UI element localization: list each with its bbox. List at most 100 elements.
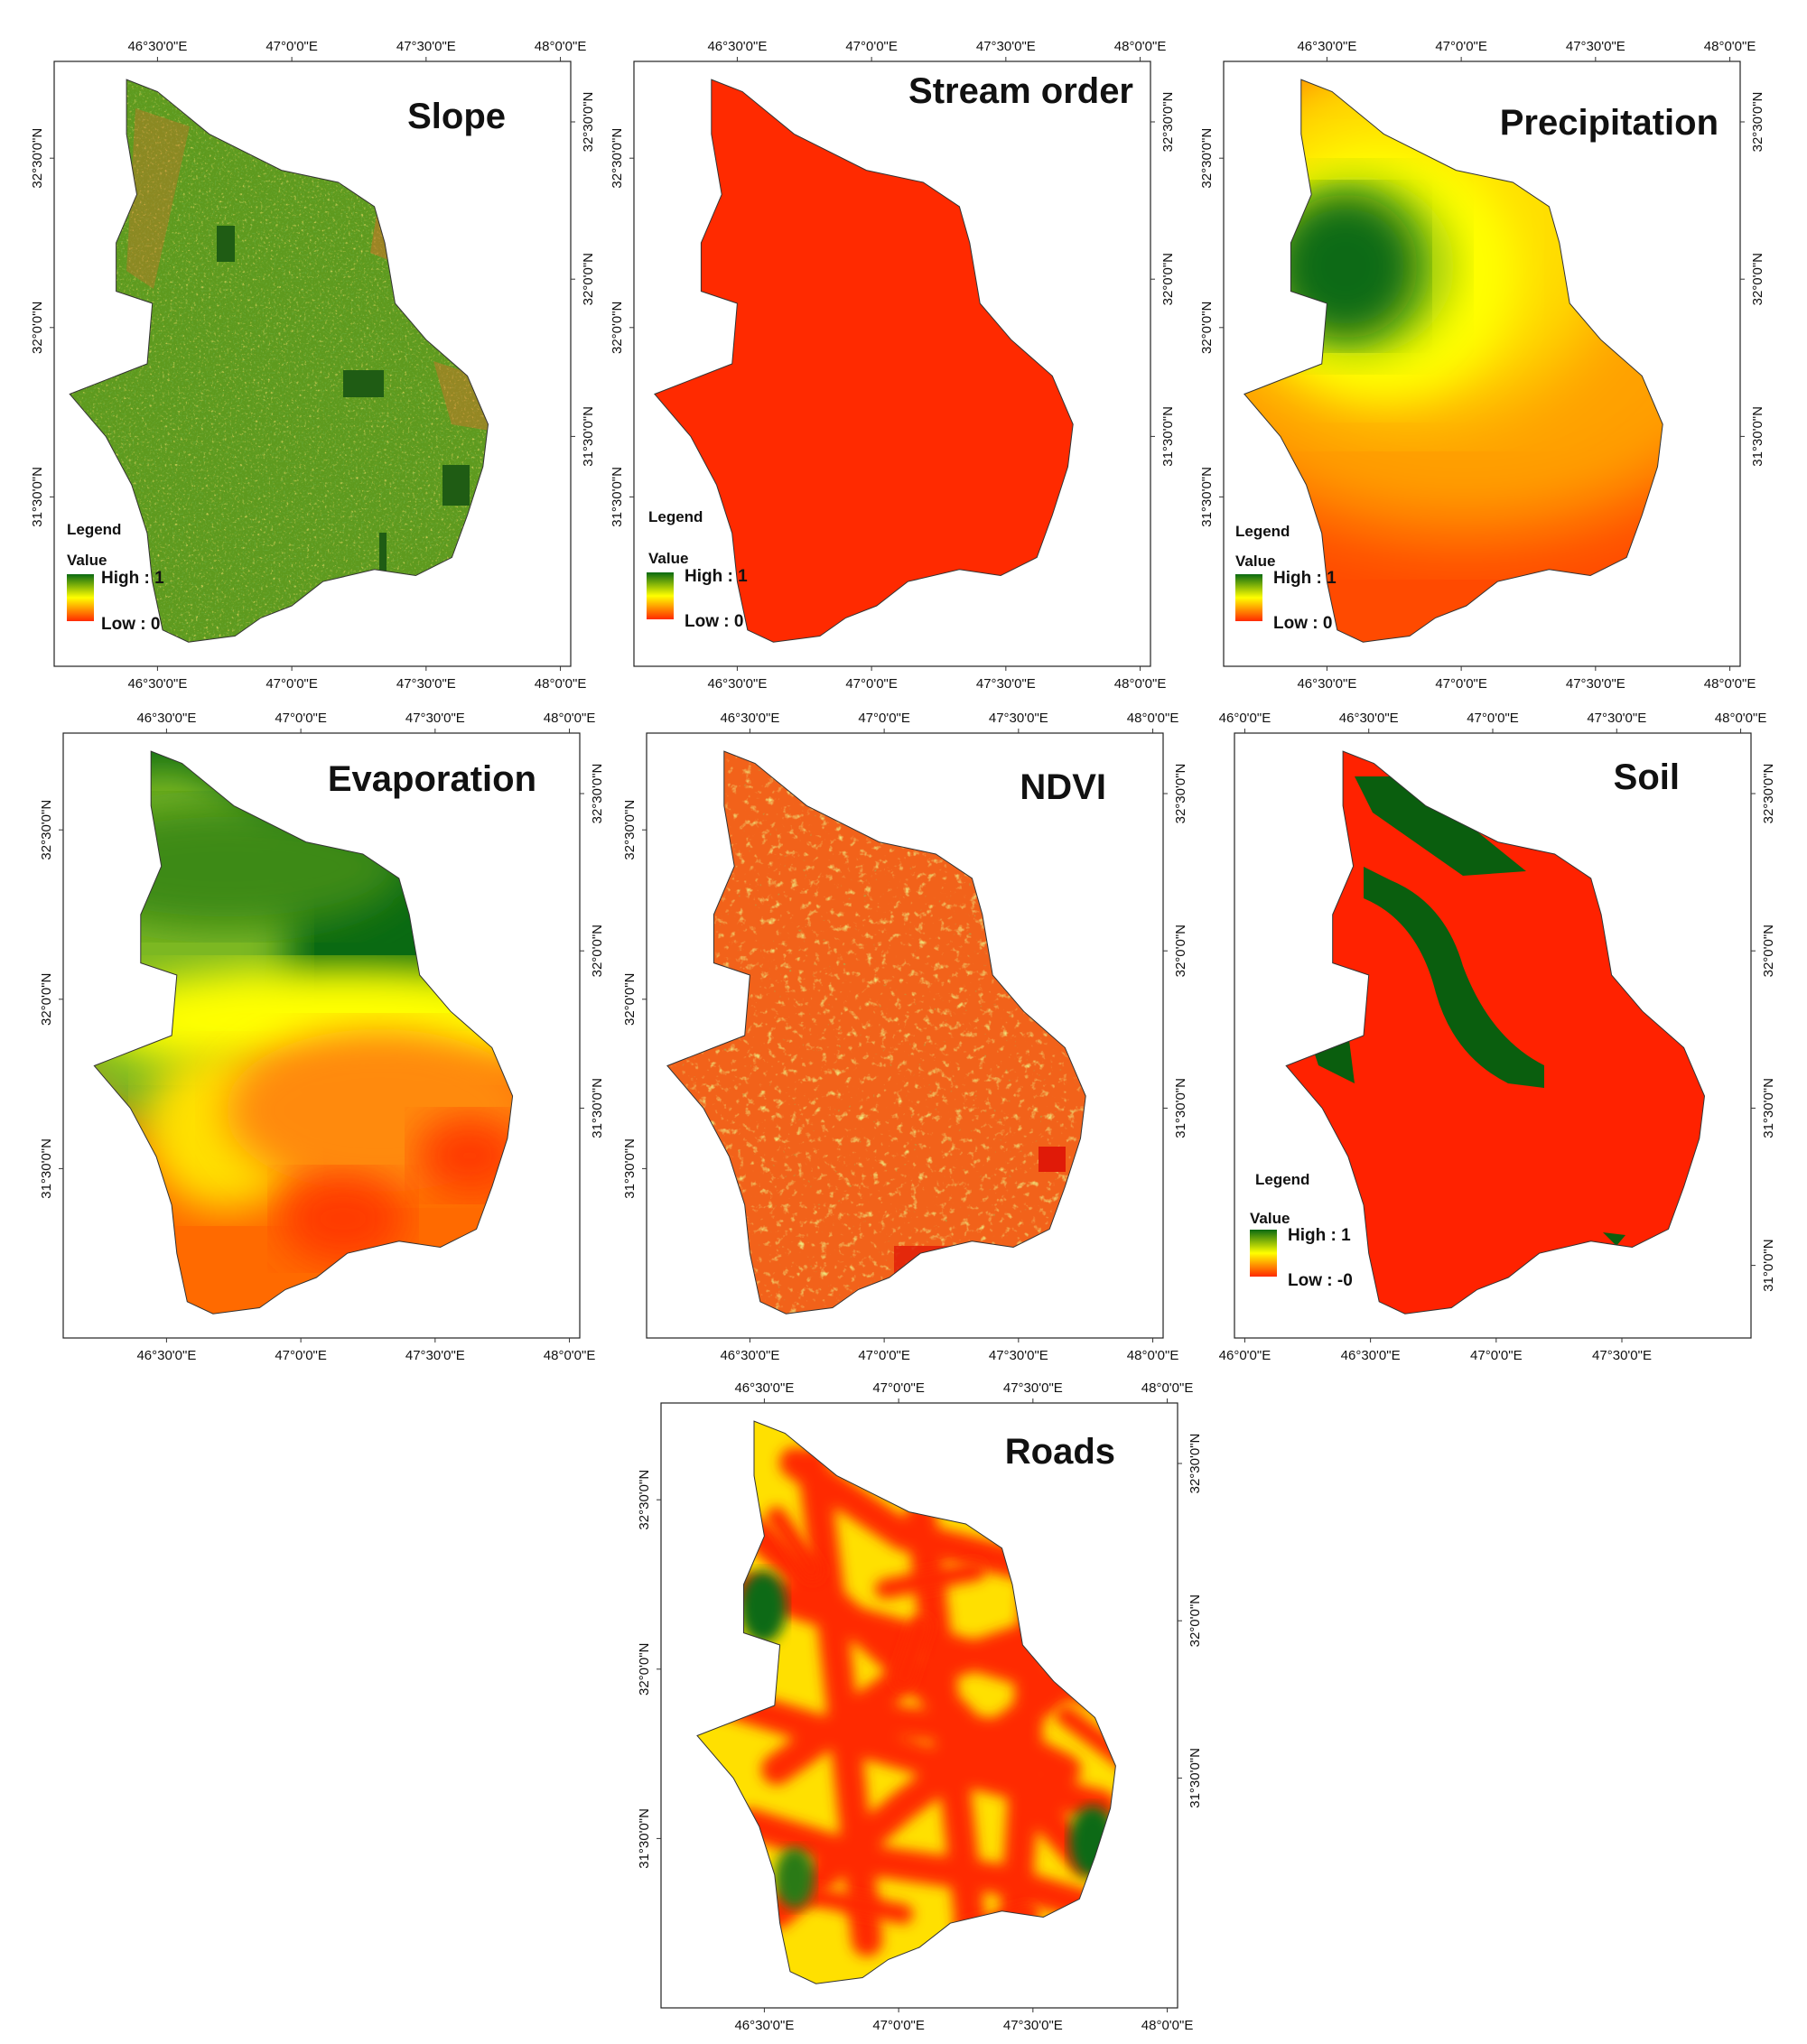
axis-ticks: 46°0'0"E 46°30'0"E 47°0'0"E 47°30'0"E 48°0'0… bbox=[1219, 711, 1776, 1363]
lon-tick-label-top: 47°30'0"E bbox=[1587, 711, 1646, 726]
map-title: Stream order bbox=[908, 71, 1133, 111]
map-title: Roads bbox=[1005, 1432, 1115, 1472]
lon-tick-label-bottom: 46°30'0"E bbox=[707, 676, 767, 692]
map-raster-soil bbox=[1286, 751, 1705, 1315]
lon-tick-label-bottom: 46°30'0"E bbox=[720, 1348, 779, 1363]
legend-high-label: High : 1 bbox=[685, 567, 748, 586]
lon-tick-label-bottom: 47°30'0"E bbox=[1592, 1348, 1652, 1363]
map-frame bbox=[62, 732, 581, 1339]
lon-tick-label-top: 47°0'0"E bbox=[265, 39, 318, 54]
lat-tick-label-right: 32°30'0"N bbox=[1160, 92, 1176, 153]
region-outline bbox=[93, 750, 514, 1315]
lat-tick-label-left: 32°30'0"N bbox=[622, 800, 638, 860]
region-outline bbox=[1285, 750, 1706, 1315]
lat-tick-label-left: 32°0'0"N bbox=[30, 302, 45, 354]
legend-value-label: Value bbox=[1235, 553, 1275, 570]
lon-tick-label-bottom: 48°0'0"E bbox=[535, 676, 587, 692]
lon-tick-label-top: 48°0'0"E bbox=[1141, 1380, 1194, 1396]
lat-tick-label-right: 32°30'0"N bbox=[1750, 92, 1765, 153]
lon-tick-label-top: 47°30'0"E bbox=[405, 711, 465, 726]
lon-tick-label-bottom: 46°0'0"E bbox=[1219, 1348, 1271, 1363]
map-frame bbox=[1223, 60, 1741, 667]
legend-low-label: Low : -0 bbox=[1288, 1271, 1353, 1290]
lat-tick-label-right: 31°0'0"N bbox=[1761, 1239, 1776, 1291]
lat-tick-label-right: 32°0'0"N bbox=[581, 253, 596, 305]
map-raster-evaporation bbox=[94, 751, 513, 1315]
lat-tick-label-right: 32°0'0"N bbox=[1761, 924, 1776, 977]
map-frame bbox=[646, 732, 1164, 1339]
legend: Legend Value High : 1 Low : 0 bbox=[647, 508, 748, 631]
lon-tick-label-bottom: 47°0'0"E bbox=[858, 1348, 910, 1363]
lat-tick-label-right: 32°30'0"N bbox=[1188, 1434, 1203, 1494]
legend-high-label: High : 1 bbox=[1288, 1226, 1351, 1245]
lat-tick-label-left: 32°30'0"N bbox=[610, 128, 625, 189]
lon-tick-label-top: 46°30'0"E bbox=[136, 711, 196, 726]
lon-tick-label-bottom: 48°0'0"E bbox=[1704, 676, 1756, 692]
axis-ticks: 46°30'0"E 47°0'0"E 47°30'0"E 48°0'0"E 46°30'… bbox=[39, 711, 605, 1363]
lat-tick-label-left: 32°0'0"N bbox=[39, 973, 54, 1026]
legend: Legend Value High : 1 Low : 0 bbox=[1235, 523, 1337, 633]
lat-tick-label-left: 31°30'0"N bbox=[30, 467, 45, 527]
lon-tick-label-bottom: 47°30'0"E bbox=[1003, 2018, 1063, 2033]
lon-tick-label-bottom: 46°30'0"E bbox=[1341, 1348, 1401, 1363]
panel-roads: Roads 46°30'0"E 47°0'0"E 47°30'0"E 48°0'0"E… bbox=[637, 1380, 1203, 2033]
lon-tick-label-bottom: 47°0'0"E bbox=[1470, 1348, 1523, 1363]
panel-stream-order: Stream order Legend Value High : 1 Low :… bbox=[610, 39, 1176, 692]
legend: Legend Value High : 1 Low : -0 bbox=[1250, 1171, 1353, 1290]
lon-tick-label-top: 48°0'0"E bbox=[1127, 711, 1179, 726]
region-outline bbox=[654, 79, 1074, 643]
lat-tick-label-right: 32°0'0"N bbox=[1173, 924, 1188, 977]
map-title: Evaporation bbox=[328, 759, 536, 799]
lon-tick-label-top: 46°30'0"E bbox=[707, 39, 767, 54]
lon-tick-label-top: 47°30'0"E bbox=[396, 39, 456, 54]
legend-heading: Legend bbox=[1235, 523, 1290, 540]
lat-tick-label-left: 32°30'0"N bbox=[39, 800, 54, 860]
lon-tick-label-top: 46°30'0"E bbox=[720, 711, 779, 726]
lat-tick-label-left: 31°30'0"N bbox=[622, 1138, 638, 1199]
lat-tick-label-right: 32°0'0"N bbox=[1188, 1594, 1203, 1647]
legend-low-label: Low : 0 bbox=[101, 615, 160, 634]
lat-tick-label-right: 31°30'0"N bbox=[581, 406, 596, 467]
lon-tick-label-bottom: 46°30'0"E bbox=[734, 2018, 794, 2033]
lon-tick-label-top: 46°30'0"E bbox=[1297, 39, 1356, 54]
lon-tick-label-bottom: 47°0'0"E bbox=[275, 1348, 327, 1363]
panel-soil: Soil Legend Value High : 1 Low : -0 46°0… bbox=[1219, 711, 1776, 1363]
lon-tick-label-bottom: 47°30'0"E bbox=[396, 676, 456, 692]
lon-tick-label-top: 47°30'0"E bbox=[1566, 39, 1625, 54]
lon-tick-label-bottom: 48°0'0"E bbox=[1114, 676, 1167, 692]
lat-tick-label-left: 32°30'0"N bbox=[637, 1470, 652, 1530]
map-title: Precipitation bbox=[1500, 103, 1719, 143]
lat-tick-label-left: 32°0'0"N bbox=[622, 973, 638, 1026]
lat-tick-label-right: 31°30'0"N bbox=[590, 1078, 605, 1138]
lon-tick-label-bottom: 47°0'0"E bbox=[872, 2018, 925, 2033]
legend-high-label: High : 1 bbox=[101, 569, 164, 588]
lon-tick-label-bottom: 47°30'0"E bbox=[989, 1348, 1048, 1363]
panel-slope: Slope Legend Value High : 1 Low : 0 46°3… bbox=[30, 39, 596, 692]
lat-tick-label-left: 32°0'0"N bbox=[637, 1643, 652, 1696]
lon-tick-label-top: 47°0'0"E bbox=[872, 1380, 925, 1396]
legend: Legend Value High : 1 Low : 0 bbox=[67, 521, 164, 634]
lat-tick-label-left: 32°0'0"N bbox=[1199, 302, 1215, 354]
map-frame bbox=[633, 60, 1151, 667]
axis-ticks: 46°30'0"E 47°0'0"E 47°30'0"E 48°0'0"E 46°30'… bbox=[622, 711, 1188, 1363]
legend-heading: Legend bbox=[67, 521, 121, 538]
lat-tick-label-left: 31°30'0"N bbox=[637, 1808, 652, 1869]
lon-tick-label-top: 48°0'0"E bbox=[1715, 711, 1767, 726]
axis-ticks: 46°30'0"E 47°0'0"E 47°30'0"E 48°0'0"E 46°30'… bbox=[30, 39, 596, 692]
legend-value-label: Value bbox=[1250, 1210, 1290, 1227]
lon-tick-label-top: 47°0'0"E bbox=[275, 711, 327, 726]
lat-tick-label-left: 31°30'0"N bbox=[610, 467, 625, 527]
lon-tick-label-top: 47°30'0"E bbox=[976, 39, 1036, 54]
lon-tick-label-top: 48°0'0"E bbox=[1114, 39, 1167, 54]
lat-tick-label-right: 31°30'0"N bbox=[1750, 406, 1765, 467]
lon-tick-label-bottom: 47°0'0"E bbox=[265, 676, 318, 692]
lat-tick-label-right: 31°30'0"N bbox=[1160, 406, 1176, 467]
lat-tick-label-right: 31°30'0"N bbox=[1761, 1078, 1776, 1138]
lat-tick-label-left: 32°30'0"N bbox=[30, 128, 45, 189]
lat-tick-label-left: 32°30'0"N bbox=[1199, 128, 1215, 189]
lat-tick-label-right: 32°30'0"N bbox=[590, 764, 605, 824]
lon-tick-label-top: 48°0'0"E bbox=[1704, 39, 1756, 54]
map-raster-roads bbox=[697, 1421, 1116, 1984]
lat-tick-label-left: 31°30'0"N bbox=[1199, 467, 1215, 527]
